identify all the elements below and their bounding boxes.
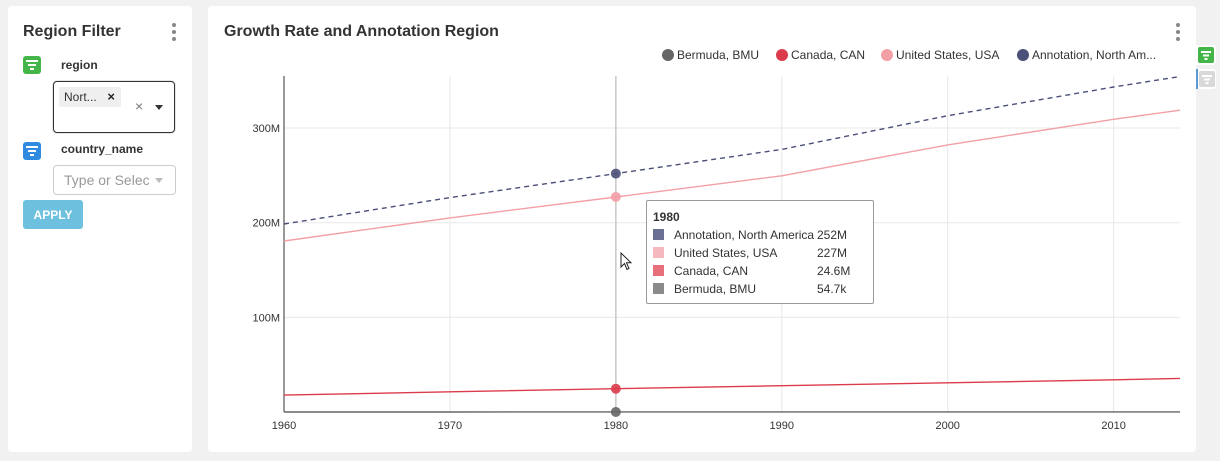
apply-button[interactable]: APPLY [23, 200, 83, 229]
data-point [610, 168, 621, 179]
y-tick-label: 100M [252, 312, 280, 324]
tooltip-swatch [653, 265, 664, 276]
tooltip-value: 252M [817, 228, 848, 242]
x-tick-label: 1970 [438, 420, 462, 432]
region-label: region [61, 58, 98, 72]
country-name-label: country_name [61, 142, 144, 156]
legend-dot [662, 49, 674, 61]
legend-label: Canada, CAN [791, 48, 866, 62]
chevron-down-icon[interactable] [155, 178, 163, 183]
x-tick-label: 1990 [770, 420, 794, 432]
chart-tooltip: 1980 Annotation, North America 252M Unit… [646, 200, 874, 304]
legend-label: Annotation, North Am... [1032, 48, 1157, 62]
series-line [283, 377, 1181, 396]
mouse-cursor-icon [620, 252, 633, 271]
data-point [610, 383, 621, 394]
tooltip-value: 54.7k [817, 282, 847, 296]
filter-icon [23, 56, 41, 74]
x-tick-label: 1960 [272, 420, 296, 432]
legend-label: United States, USA [896, 48, 1000, 62]
legend-dot [881, 49, 893, 61]
data-point [610, 406, 621, 417]
x-tick-label: 2000 [935, 420, 959, 432]
tooltip-swatch [653, 229, 664, 240]
tooltip-series-name: Bermuda, BMU [674, 282, 757, 296]
y-tick-label: 200M [252, 218, 280, 230]
region-select[interactable]: Nort... × × [53, 81, 175, 133]
legend-label: Bermuda, BMU [677, 48, 760, 62]
y-tick-label: 300M [252, 123, 280, 135]
chevron-down-icon[interactable] [155, 105, 163, 110]
region-tag-label: Nort... [64, 90, 97, 104]
chart-menu-icon[interactable] [1176, 23, 1180, 41]
country-select[interactable]: Type or Select [53, 165, 176, 195]
series-line [283, 109, 1181, 242]
filter-panel-title: Region Filter [23, 23, 121, 40]
remove-tag-icon[interactable]: × [107, 89, 115, 104]
region-selected-tag: Nort... × [59, 87, 121, 107]
filter-panel: Region Filter region Nort... × × country… [8, 6, 192, 452]
cross-filter-tab[interactable] [1196, 69, 1216, 89]
tooltip-title: 1980 [653, 210, 680, 224]
tooltip-series-name: Canada, CAN [674, 264, 749, 278]
native-filter-tab[interactable] [1196, 45, 1216, 65]
filter-menu-icon[interactable] [172, 23, 176, 41]
filter-icon [23, 142, 41, 160]
country-placeholder: Type or Select [64, 172, 150, 188]
tooltip-swatch [653, 247, 664, 258]
x-tick-label: 1980 [604, 420, 628, 432]
tooltip-series-name: United States, USA [674, 246, 778, 260]
clear-icon[interactable]: × [135, 98, 144, 114]
legend-dot [1017, 49, 1029, 61]
legend-dot [776, 49, 788, 61]
tooltip-swatch [653, 283, 664, 294]
tooltip-value: 24.6M [817, 264, 851, 278]
tooltip-series-name: Annotation, North America [674, 228, 815, 242]
filter-icon [1199, 71, 1215, 87]
tooltip-value: 227M [817, 246, 848, 260]
x-tick-label: 2010 [1101, 420, 1125, 432]
filter-icon [1198, 47, 1214, 63]
chart-title: Growth Rate and Annotation Region [224, 23, 499, 40]
data-point [610, 191, 621, 202]
series-line [283, 75, 1181, 225]
